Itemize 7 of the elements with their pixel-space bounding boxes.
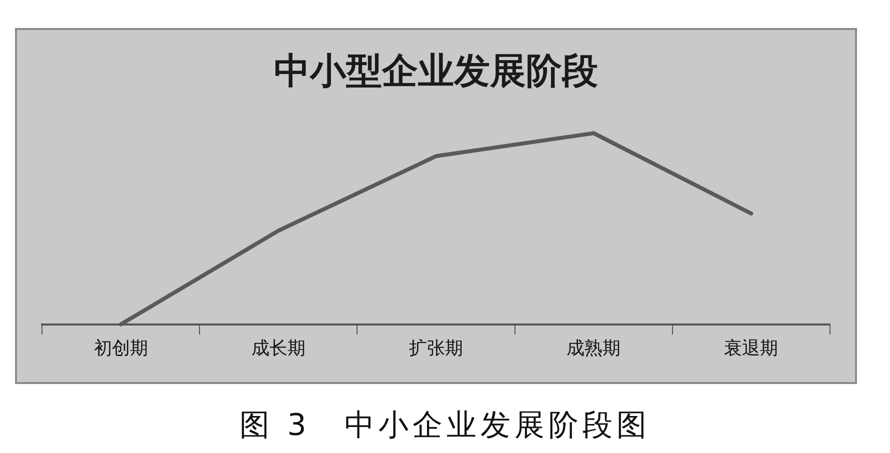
x-tick-label: 成熟期 [566,338,621,359]
caption: 图 3 中小企业发展阶段图 [238,407,652,445]
x-tick-label: 扩张期 [409,338,463,359]
x-tick-label: 初创期 [94,338,148,359]
x-tick-label: 衰退期 [724,338,778,359]
x-tick-label: 成长期 [251,338,306,359]
chart-title: 中小型企业发展阶段 [274,50,598,92]
